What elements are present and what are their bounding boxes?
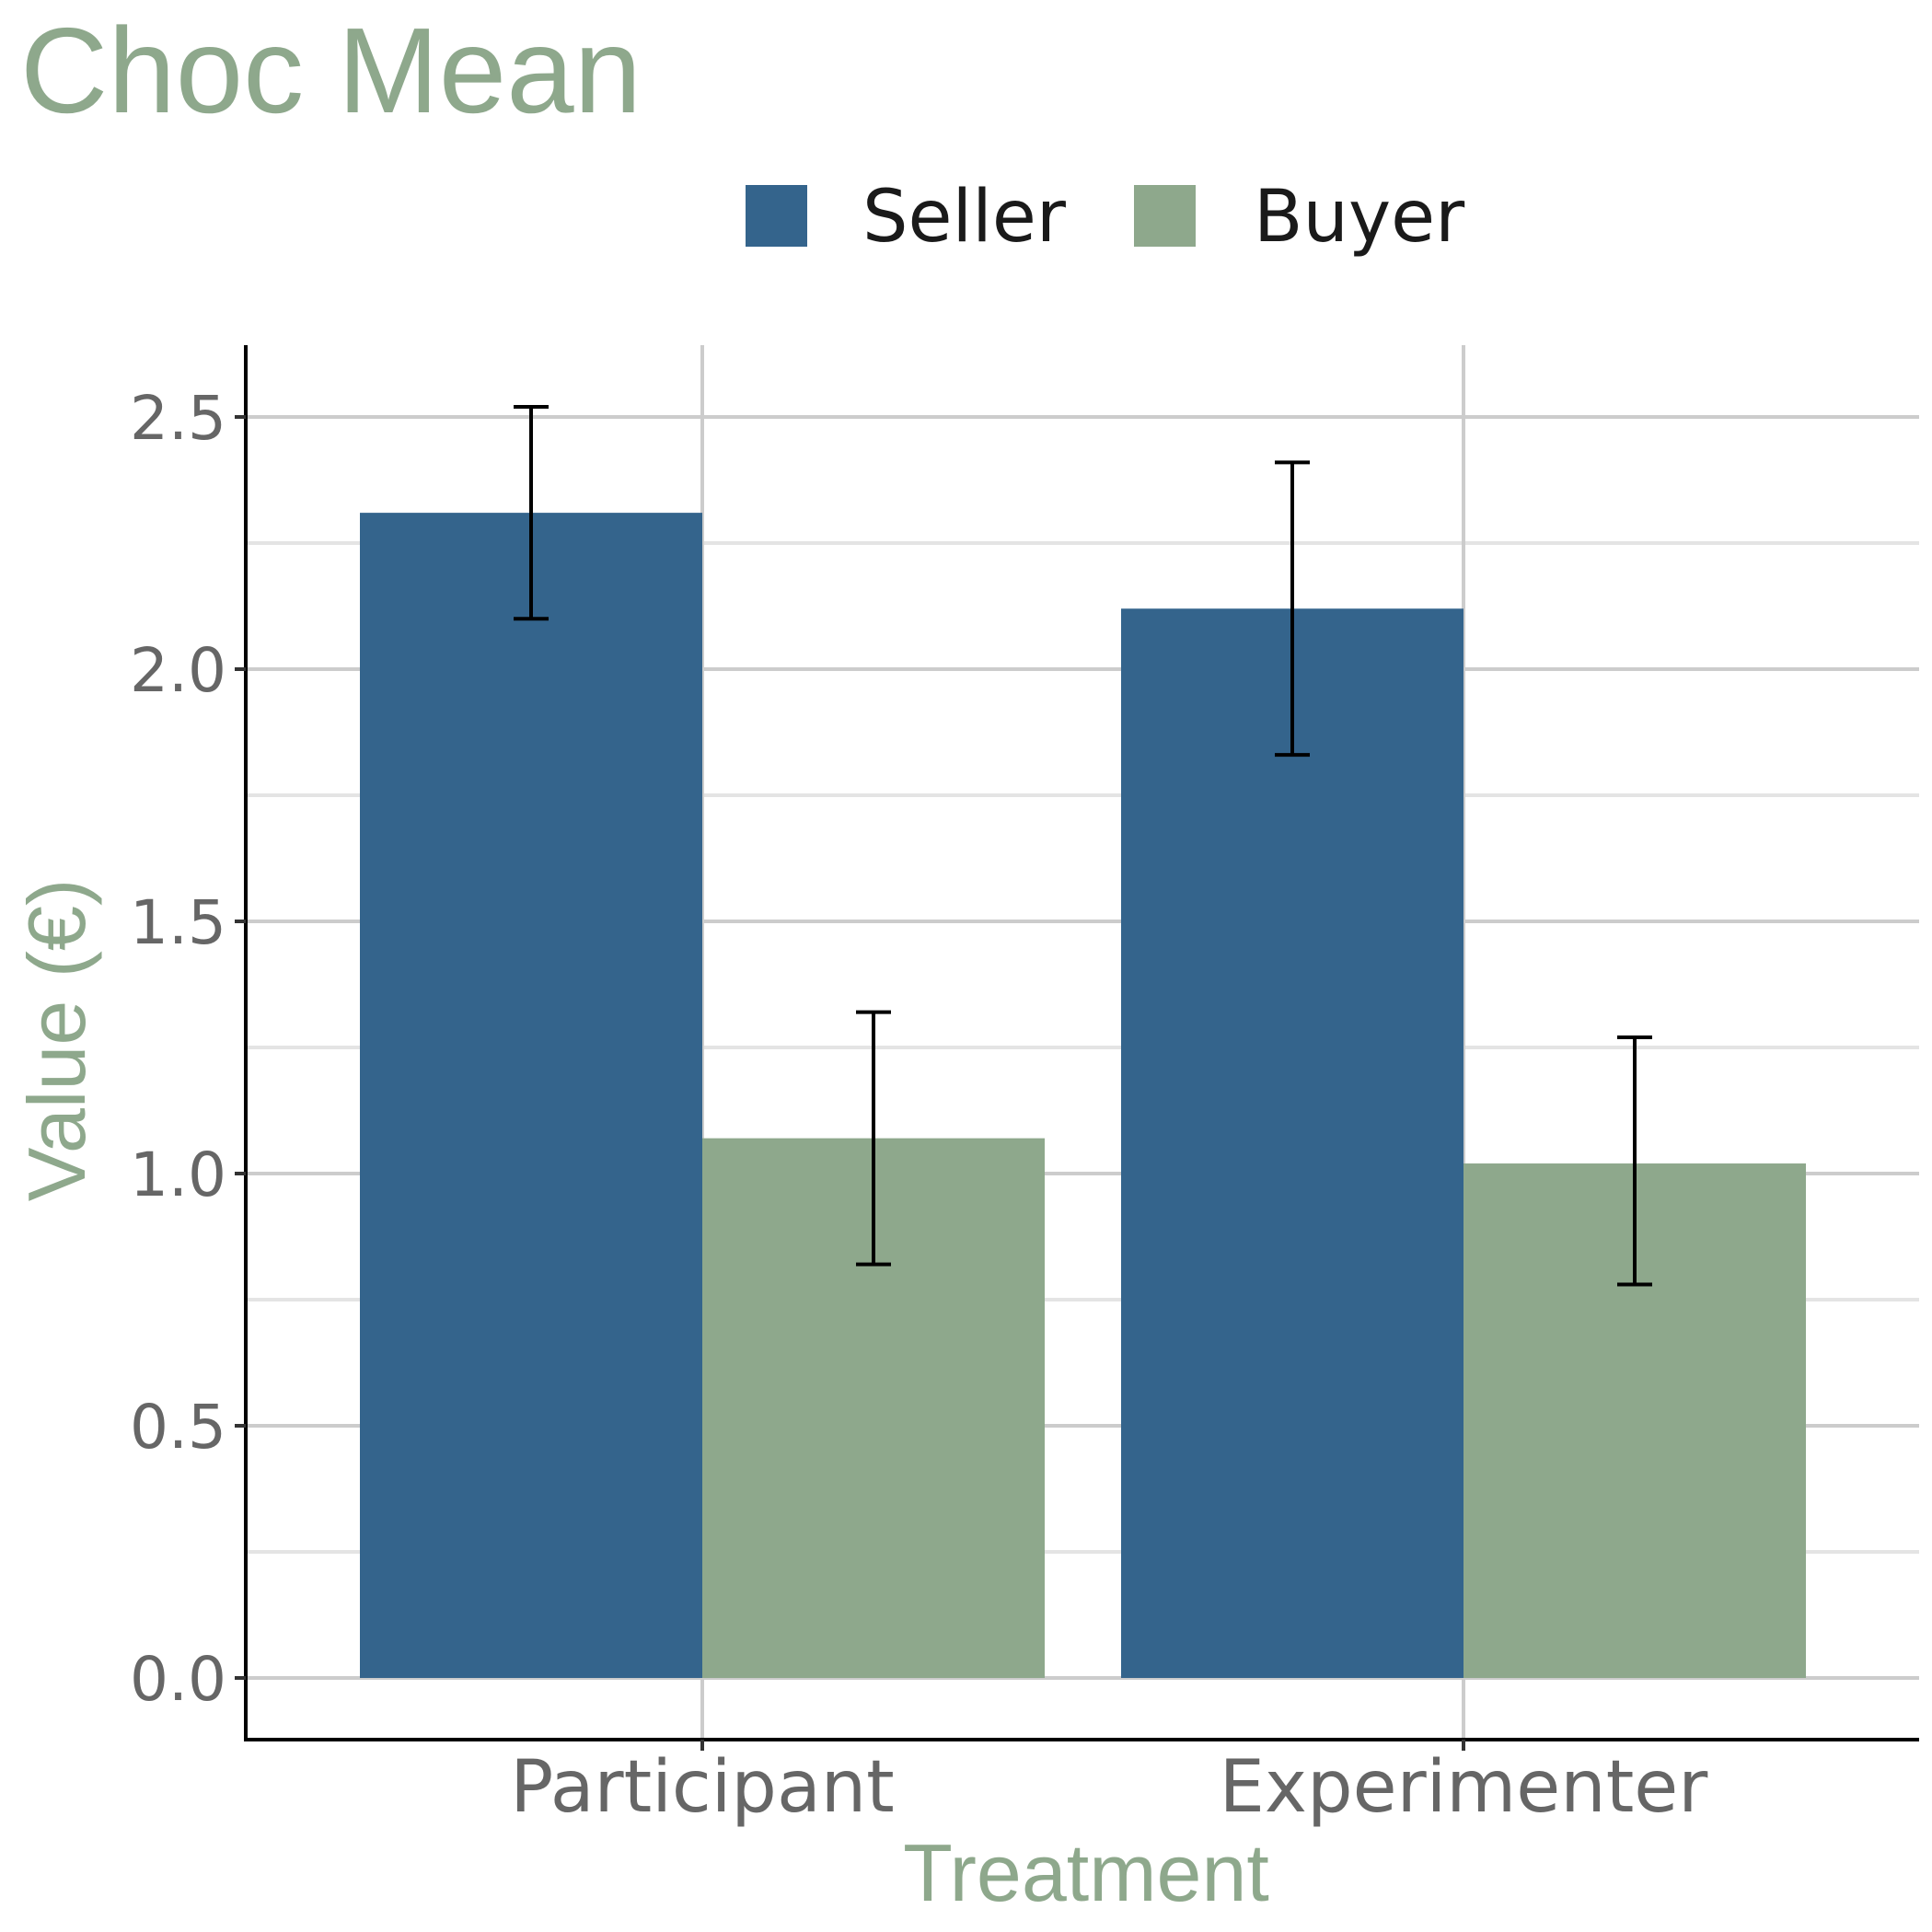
- legend: Seller Buyer: [746, 176, 1465, 259]
- legend-label: Seller: [862, 176, 1067, 259]
- x-axis-ticks: Participant Experimenter: [510, 1740, 1708, 1829]
- y-tick-label: 0.0: [130, 1644, 226, 1715]
- bars: [360, 513, 1806, 1678]
- legend-item-buyer: Buyer: [1134, 176, 1465, 259]
- x-tick-label: Experimenter: [1220, 1746, 1709, 1829]
- y-tick-label: 0.5: [130, 1392, 226, 1463]
- legend-swatch: [746, 185, 807, 247]
- chart-title: Choc Mean: [20, 3, 642, 138]
- y-tick-label: 2.5: [130, 383, 226, 454]
- y-tick-label: 1.5: [130, 887, 226, 958]
- legend-label: Buyer: [1254, 176, 1465, 259]
- x-tick-label: Participant: [510, 1746, 895, 1829]
- error-bars: [514, 405, 1652, 1287]
- legend-item-seller: Seller: [746, 176, 1067, 259]
- x-axis-title: Treatment: [903, 1827, 1269, 1918]
- y-tick-label: 2.0: [130, 635, 226, 706]
- error-bar-seller-participant: [514, 405, 549, 621]
- bar-seller-experimenter: [1121, 608, 1463, 1678]
- bar-seller-participant: [360, 513, 702, 1678]
- axes: [244, 345, 1919, 1741]
- y-tick-label: 1.0: [130, 1140, 226, 1210]
- error-bar-buyer-participant: [856, 1010, 891, 1267]
- legend-swatch: [1134, 185, 1196, 247]
- y-axis-title: Value (€): [11, 879, 102, 1202]
- y-axis-ticks: 0.0 0.5 1.0 1.5 2.0 2.5: [130, 383, 246, 1715]
- error-bar-buyer-experimenter: [1617, 1035, 1652, 1287]
- error-bar-seller-experimenter: [1275, 460, 1310, 758]
